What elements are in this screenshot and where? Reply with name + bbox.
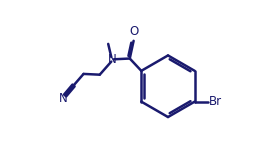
- Text: O: O: [129, 25, 138, 38]
- Text: Br: Br: [209, 95, 222, 108]
- Text: N: N: [108, 53, 116, 66]
- Text: N: N: [59, 92, 68, 105]
